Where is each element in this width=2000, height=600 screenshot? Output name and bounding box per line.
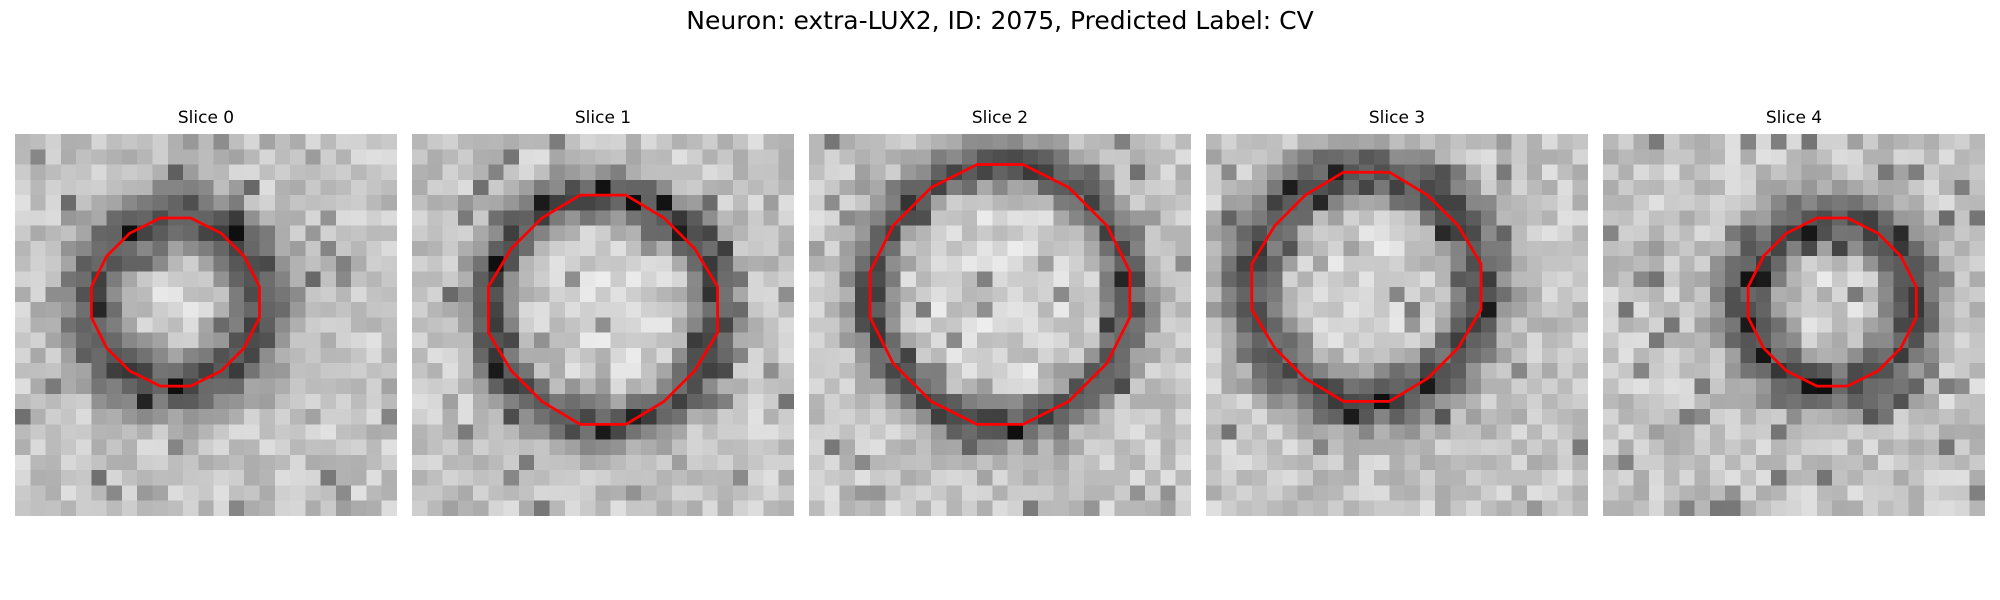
slice-image [1206, 134, 1588, 516]
slice-title: Slice 2 [971, 108, 1029, 128]
segmentation-contour [1250, 170, 1483, 403]
grayscale-micrograph [15, 134, 397, 516]
slice-title: Slice 0 [177, 108, 235, 128]
segmentation-contour [487, 193, 719, 426]
grayscale-micrograph [412, 134, 794, 516]
slice-title: Slice 3 [1368, 108, 1426, 128]
grayscale-micrograph [809, 134, 1191, 516]
slice-image [809, 134, 1191, 516]
segmentation-contour [868, 163, 1132, 426]
slice-title: Slice 4 [1765, 108, 1823, 128]
grayscale-micrograph [1206, 134, 1588, 516]
grayscale-micrograph [1603, 134, 1985, 516]
slice-image [1603, 134, 1985, 516]
segmentation-contour [90, 216, 261, 388]
figure-title: Neuron: extra-LUX2, ID: 2075, Predicted … [686, 6, 1314, 35]
slice-image [412, 134, 794, 516]
slice-title: Slice 1 [574, 108, 632, 128]
slice-image [15, 134, 397, 516]
segmentation-contour [1746, 216, 1918, 388]
